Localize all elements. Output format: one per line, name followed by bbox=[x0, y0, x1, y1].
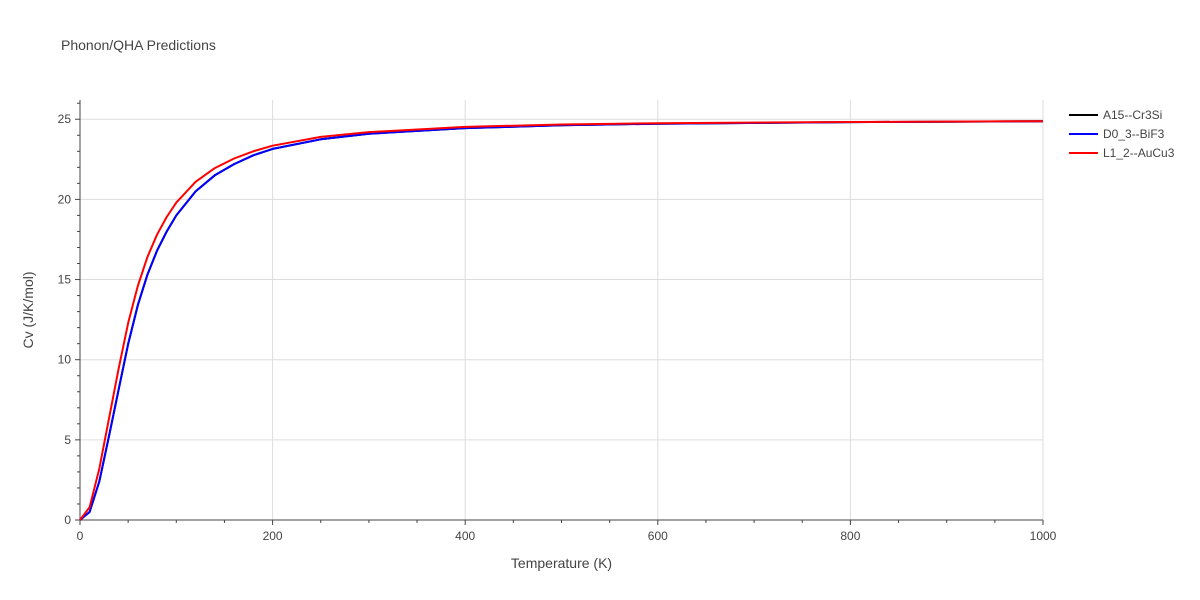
y-tick-label: 10 bbox=[58, 353, 72, 367]
y-tick-label: 5 bbox=[64, 433, 71, 447]
y-tick-label: 0 bbox=[64, 513, 71, 527]
y-tick-label: 15 bbox=[58, 273, 72, 287]
x-axis-title: Temperature (K) bbox=[511, 555, 612, 571]
x-tick-label: 400 bbox=[455, 529, 475, 543]
legend-item-0[interactable]: A15--Cr3Si bbox=[1069, 108, 1162, 122]
legend-item-2[interactable]: L1_2--AuCu3 bbox=[1069, 146, 1175, 160]
x-tick-label: 200 bbox=[263, 529, 283, 543]
axes: 0 200 400 600 800 1000 0 5 10 15 20 25 bbox=[58, 100, 1057, 543]
series-line-0 bbox=[79, 120, 1044, 521]
y-tick-label: 20 bbox=[58, 192, 72, 206]
series-line-1 bbox=[79, 120, 1044, 521]
x-tick-label: 1000 bbox=[1030, 529, 1057, 543]
legend-label: D0_3--BiF3 bbox=[1103, 127, 1165, 141]
legend[interactable]: A15--Cr3Si D0_3--BiF3 L1_2--AuCu3 bbox=[1069, 108, 1175, 160]
y-axis-title: Cv (J/K/mol) bbox=[20, 272, 36, 349]
x-tick-label: 0 bbox=[77, 529, 84, 543]
legend-label: A15--Cr3Si bbox=[1103, 108, 1162, 122]
series-line-2 bbox=[79, 120, 1044, 521]
grid-lines bbox=[80, 100, 1044, 520]
legend-item-1[interactable]: D0_3--BiF3 bbox=[1069, 127, 1165, 141]
legend-label: L1_2--AuCu3 bbox=[1103, 146, 1175, 160]
chart-title: Phonon/QHA Predictions bbox=[61, 37, 216, 53]
y-tick-label: 25 bbox=[58, 112, 72, 126]
x-tick-label: 800 bbox=[840, 529, 860, 543]
x-tick-label: 600 bbox=[648, 529, 668, 543]
plot-area bbox=[79, 120, 1044, 521]
